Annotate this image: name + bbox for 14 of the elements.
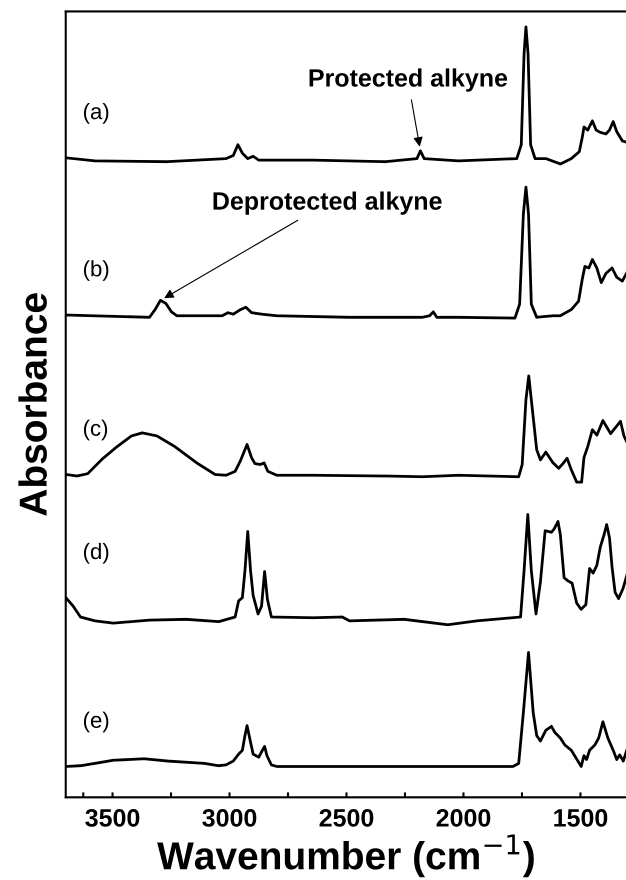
series-label: (b)	[84, 260, 108, 281]
series-label: (d)	[84, 542, 108, 564]
x-tick-label: 3500	[85, 809, 140, 827]
x-tick-label: 2500	[320, 809, 374, 827]
x-tick-label: 1500	[554, 809, 608, 827]
x-axis-title: Wavenumber (cm$^{−1}$)	[157, 834, 534, 878]
y-axis-title: Absorbance	[18, 293, 47, 516]
annotation: Deprotected alkyne	[214, 191, 442, 215]
series-label: (a)	[84, 103, 108, 124]
x-tick-label: 2000	[436, 809, 490, 827]
x-tick-label: 3000	[202, 809, 256, 827]
annotation: Protected alkyne	[310, 68, 508, 92]
series-label: (c)	[84, 420, 108, 440]
series-label: (e)	[84, 712, 108, 732]
